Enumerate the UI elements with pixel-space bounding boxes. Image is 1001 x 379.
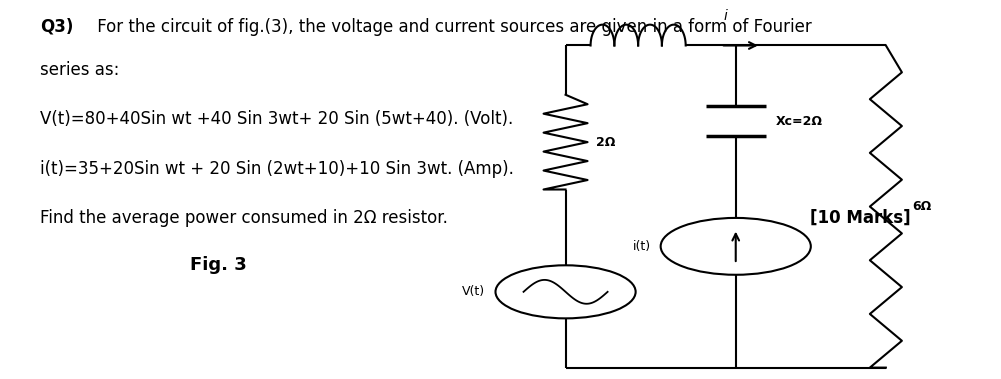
Text: 6Ω: 6Ω <box>912 200 931 213</box>
Text: [10 Marks]: [10 Marks] <box>810 209 911 227</box>
Text: Q3): Q3) <box>40 17 73 36</box>
Text: V(t)=80+40Sin wt +40 Sin 3wt+ 20 Sin (5wt+40). (Volt).: V(t)=80+40Sin wt +40 Sin 3wt+ 20 Sin (5w… <box>40 110 514 128</box>
Text: Xc=2Ω: Xc=2Ω <box>776 115 823 128</box>
Text: 2Ω: 2Ω <box>596 136 615 149</box>
Text: Find the average power consumed in 2Ω resistor.: Find the average power consumed in 2Ω re… <box>40 209 447 227</box>
Text: i: i <box>724 9 728 23</box>
Text: Fig. 3: Fig. 3 <box>190 256 247 274</box>
Text: V(t): V(t) <box>462 285 485 298</box>
Text: i(t): i(t) <box>633 240 651 253</box>
Text: XL=1Ω: XL=1Ω <box>615 0 662 2</box>
Text: i(t)=35+20Sin wt + 20 Sin (2wt+10)+10 Sin 3wt. (Amp).: i(t)=35+20Sin wt + 20 Sin (2wt+10)+10 Si… <box>40 160 514 178</box>
Text: For the circuit of fig.(3), the voltage and current sources are given in a form : For the circuit of fig.(3), the voltage … <box>92 17 812 36</box>
Text: series as:: series as: <box>40 61 119 79</box>
